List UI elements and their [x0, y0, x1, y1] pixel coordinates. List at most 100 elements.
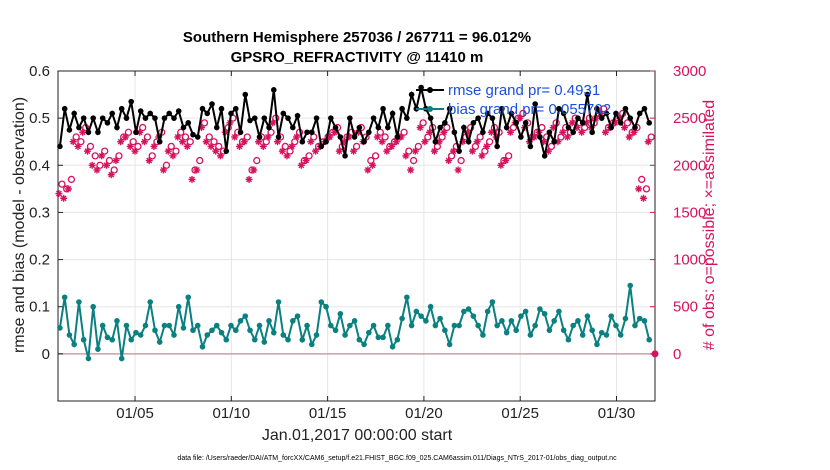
y-tick-label-right: 1000	[673, 252, 706, 269]
star-stroke	[274, 138, 281, 145]
assimilated-marker	[278, 147, 286, 155]
star-stroke	[602, 129, 609, 136]
assimilated-marker	[150, 142, 158, 150]
y-tick-label-left: 0.1	[29, 299, 50, 316]
rmse-point	[503, 124, 510, 131]
bias-point	[242, 313, 249, 319]
star-stroke	[431, 148, 438, 155]
bias-point	[128, 336, 135, 343]
star-stroke	[497, 162, 504, 169]
rmse-point	[61, 105, 68, 112]
y-tick-label-left: 0.2	[29, 252, 50, 269]
possible-marker	[457, 156, 465, 165]
rmse-point	[575, 115, 581, 121]
rmse-point	[408, 91, 415, 98]
rmse-point	[147, 110, 154, 117]
bias-point	[313, 332, 320, 338]
rmse-point	[632, 124, 638, 131]
rmse-point	[499, 105, 505, 112]
bias-point	[513, 327, 519, 334]
assimilated-marker	[559, 128, 567, 136]
bias-point	[256, 322, 263, 329]
assimilated-marker	[207, 142, 215, 150]
star-stroke	[507, 129, 514, 136]
y-tick-label-left: 0.3	[29, 204, 50, 221]
y-tick-label-right: 3000	[673, 63, 706, 80]
possible-marker	[115, 152, 123, 160]
assimilated-marker	[269, 119, 277, 127]
bias-point	[437, 315, 443, 322]
assimilated-marker	[169, 152, 177, 160]
rmse-point	[446, 105, 453, 112]
star-stroke	[635, 185, 642, 192]
possible-marker	[110, 166, 118, 174]
assimilated-marker	[131, 147, 139, 155]
possible-marker	[101, 147, 109, 155]
assimilated-marker	[478, 152, 486, 160]
bias-point	[332, 327, 339, 334]
rmse-point	[85, 129, 92, 136]
rmse-point	[442, 120, 448, 126]
star-stroke	[84, 148, 91, 155]
rmse-point	[90, 115, 96, 121]
rmse-point	[470, 120, 477, 126]
rmse-point	[71, 110, 77, 117]
bias-point	[175, 303, 182, 310]
assimilated-marker	[259, 142, 267, 150]
x-tick-label: 01/20	[405, 405, 443, 422]
rmse-point	[641, 105, 648, 112]
bias-point	[104, 334, 111, 341]
star-stroke	[369, 162, 376, 169]
assimilated-marker	[487, 128, 495, 136]
rmse-point	[347, 115, 353, 121]
bias-point	[204, 332, 211, 338]
rmse-point	[313, 115, 320, 121]
rmse-point	[237, 129, 244, 136]
possible-marker	[243, 133, 251, 141]
rmse-point	[318, 143, 325, 150]
star-stroke	[312, 148, 319, 155]
possible-marker	[77, 138, 85, 146]
bias-point	[342, 332, 348, 338]
star-stroke	[165, 148, 172, 155]
bias-point	[527, 332, 534, 338]
assimilated-marker	[635, 185, 643, 193]
possible-marker	[647, 133, 655, 141]
bias-point	[228, 322, 234, 329]
rmse-point	[389, 110, 396, 117]
assimilated-marker	[483, 142, 491, 150]
rmse-point	[337, 134, 344, 140]
rmse-point	[156, 138, 163, 145]
bias-point	[427, 303, 434, 310]
legend-marker	[427, 106, 433, 112]
bias-point	[223, 336, 230, 343]
star-stroke	[407, 167, 414, 173]
rmse-point	[494, 143, 500, 150]
star-stroke	[445, 157, 452, 164]
bias-point	[518, 313, 524, 319]
possible-marker	[200, 119, 209, 127]
rmse-point	[537, 134, 543, 140]
bias-point	[480, 332, 486, 338]
assimilated-marker	[93, 166, 101, 174]
rmse-point	[275, 134, 282, 140]
possible-marker	[167, 142, 175, 151]
possible-marker	[547, 142, 556, 151]
possible-marker	[414, 142, 423, 151]
star-stroke	[279, 148, 286, 155]
assimilated-marker	[212, 147, 220, 155]
assimilated-marker	[421, 138, 429, 146]
assimilated-marker	[601, 128, 609, 136]
star-stroke	[217, 152, 224, 159]
bias-point	[541, 310, 548, 317]
star-stroke	[336, 148, 343, 155]
bias-point	[156, 339, 163, 345]
rmse-point	[152, 115, 158, 121]
assimilated-marker	[639, 194, 647, 202]
assimilated-marker	[236, 142, 244, 150]
bias-point	[361, 341, 367, 348]
star-stroke	[203, 138, 210, 145]
series-assimilated	[55, 109, 652, 202]
star-stroke	[417, 124, 424, 131]
rmse-point	[608, 124, 615, 131]
